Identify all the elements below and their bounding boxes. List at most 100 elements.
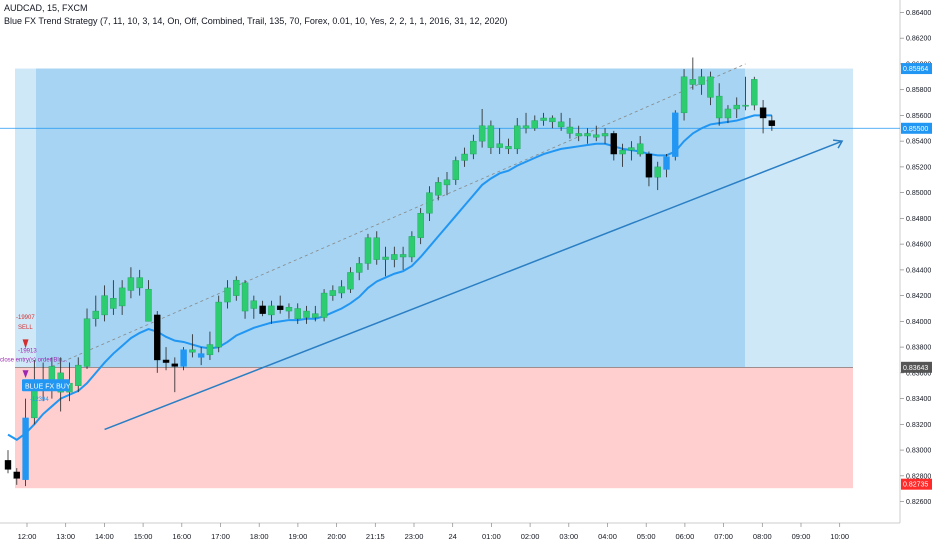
x-tick-label: 24 [449, 532, 457, 541]
candle-body [206, 344, 214, 356]
buy-order-label: BLUE FX BUY [25, 383, 71, 390]
price-label-box [901, 63, 932, 75]
price-label: 0.83643 [903, 365, 928, 372]
sell-arrow-icon [22, 339, 29, 349]
candle [391, 246, 398, 268]
y-tick-label: 0.83200 [906, 422, 931, 429]
candle [136, 269, 143, 296]
candle [22, 398, 29, 487]
x-tick-label: 08:00 [753, 532, 772, 541]
candle [698, 69, 705, 95]
sell-order-label: SELL [18, 325, 33, 331]
x-tick-label: 14:00 [95, 532, 114, 541]
y-tick-label: 0.83800 [906, 345, 931, 352]
candle-body [215, 301, 222, 348]
candle [478, 108, 486, 148]
x-tick-label: 05:00 [637, 532, 656, 541]
candle-body [356, 263, 363, 273]
candle-body [514, 125, 521, 150]
y-tick-label: 0.83600 [906, 370, 931, 377]
exit-order-label: close entry(s) order Blu... [0, 357, 67, 363]
candle [320, 289, 328, 322]
y-tick-label: 0.86400 [906, 10, 931, 17]
candle-body [118, 287, 126, 307]
candle [496, 128, 503, 155]
candle-body [610, 133, 618, 155]
candle-body [127, 277, 135, 291]
candle-body [575, 133, 582, 137]
candle-body [470, 140, 477, 155]
price-label-box [901, 361, 932, 373]
candle-body [654, 166, 661, 178]
candle-body [645, 153, 653, 178]
price-label-box [901, 478, 932, 490]
candle [505, 138, 512, 155]
projection-line [51, 63, 746, 367]
candle-body [593, 134, 600, 138]
candle-body [742, 104, 749, 107]
candle [601, 128, 609, 144]
candle [768, 115, 776, 131]
y-tick-label: 0.83400 [906, 396, 931, 403]
candle [312, 305, 319, 322]
trade-annotations: -19907 SELL -19913 close entry(s) order Blu… [0, 315, 71, 403]
y-tick-label: 0.85600 [906, 113, 931, 120]
candle [461, 147, 468, 167]
candle [724, 105, 732, 124]
candle [751, 76, 758, 111]
y-tick-label: 0.84200 [906, 293, 931, 300]
candle-body [707, 76, 714, 98]
candle-body [478, 125, 486, 142]
y-tick-label: 0.86200 [906, 36, 931, 43]
y-tick-label: 0.83000 [906, 448, 931, 455]
candle-body [540, 117, 547, 121]
candle [557, 112, 565, 131]
x-tick-label: 23:00 [405, 532, 424, 541]
candle [83, 308, 91, 369]
x-tick-label: 15:00 [134, 532, 153, 541]
candle [689, 57, 697, 90]
strategy-params: Blue FX Trend Strategy (7, 11, 10, 3, 14… [4, 16, 508, 26]
candle-body [285, 307, 293, 312]
candle-body [698, 76, 705, 85]
candle [4, 450, 12, 474]
candle [180, 347, 187, 371]
candle-body [189, 349, 196, 353]
candle-body [154, 314, 161, 361]
candle-body [549, 117, 556, 123]
y-tick-label: 0.82600 [906, 499, 931, 506]
candle [663, 154, 670, 178]
candle-body [724, 108, 732, 119]
candle [294, 303, 301, 324]
candle-body [663, 156, 670, 170]
candle-body [312, 313, 319, 318]
candle [672, 110, 679, 161]
x-tick-label: 03:00 [559, 532, 578, 541]
y-tick-label: 0.85200 [906, 164, 931, 171]
price-label: 0.82735 [903, 482, 928, 489]
candle-body [364, 237, 372, 264]
candle-body [22, 417, 29, 480]
candle [162, 347, 170, 371]
x-tick-label: 01:00 [482, 532, 501, 541]
trend-arrow-icon [833, 139, 844, 149]
candle-body [303, 310, 310, 318]
candle-body [426, 192, 433, 214]
candle-body [522, 125, 530, 129]
candle [241, 280, 249, 319]
exit-order-id: -19913 [18, 348, 37, 354]
candle [619, 143, 626, 167]
symbol-title: AUDCAD, 15, FXCM [4, 3, 88, 13]
candle [145, 280, 152, 322]
candle [268, 300, 275, 324]
candle-body [601, 133, 609, 137]
candle-body [180, 349, 187, 367]
candle-body [452, 160, 459, 180]
candle [417, 208, 424, 245]
candle [593, 125, 600, 142]
candle [408, 231, 416, 263]
candle [373, 231, 380, 265]
candle [645, 151, 653, 187]
candle-body [373, 237, 380, 260]
